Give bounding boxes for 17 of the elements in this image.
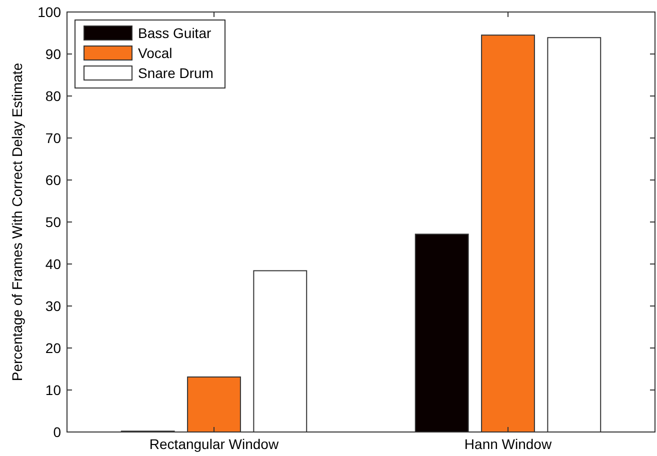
legend-label: Bass Guitar [138,24,212,41]
y-tick-label: 90 [45,46,62,62]
y-tick-label: 70 [45,130,62,146]
y-axis-title: Percentage of Frames With Correct Delay Estimate [9,62,25,382]
y-tick-label: 0 [53,424,62,440]
y-tick-label: 40 [45,256,62,272]
y-tick-label: 60 [45,172,62,188]
y-tick-label: 20 [45,340,62,356]
legend-label: Vocal [138,44,172,61]
x-tick-label: Hann Window [464,436,552,452]
y-tick-label: 30 [45,298,62,314]
y-tick-label: 100 [38,4,62,20]
y-tick-label: 10 [45,382,62,398]
x-tick-label: Rectangular Window [149,436,280,452]
y-tick-label: 50 [45,214,62,230]
legend-label: Snare Drum [138,64,214,81]
y-tick-label: 80 [45,88,62,104]
